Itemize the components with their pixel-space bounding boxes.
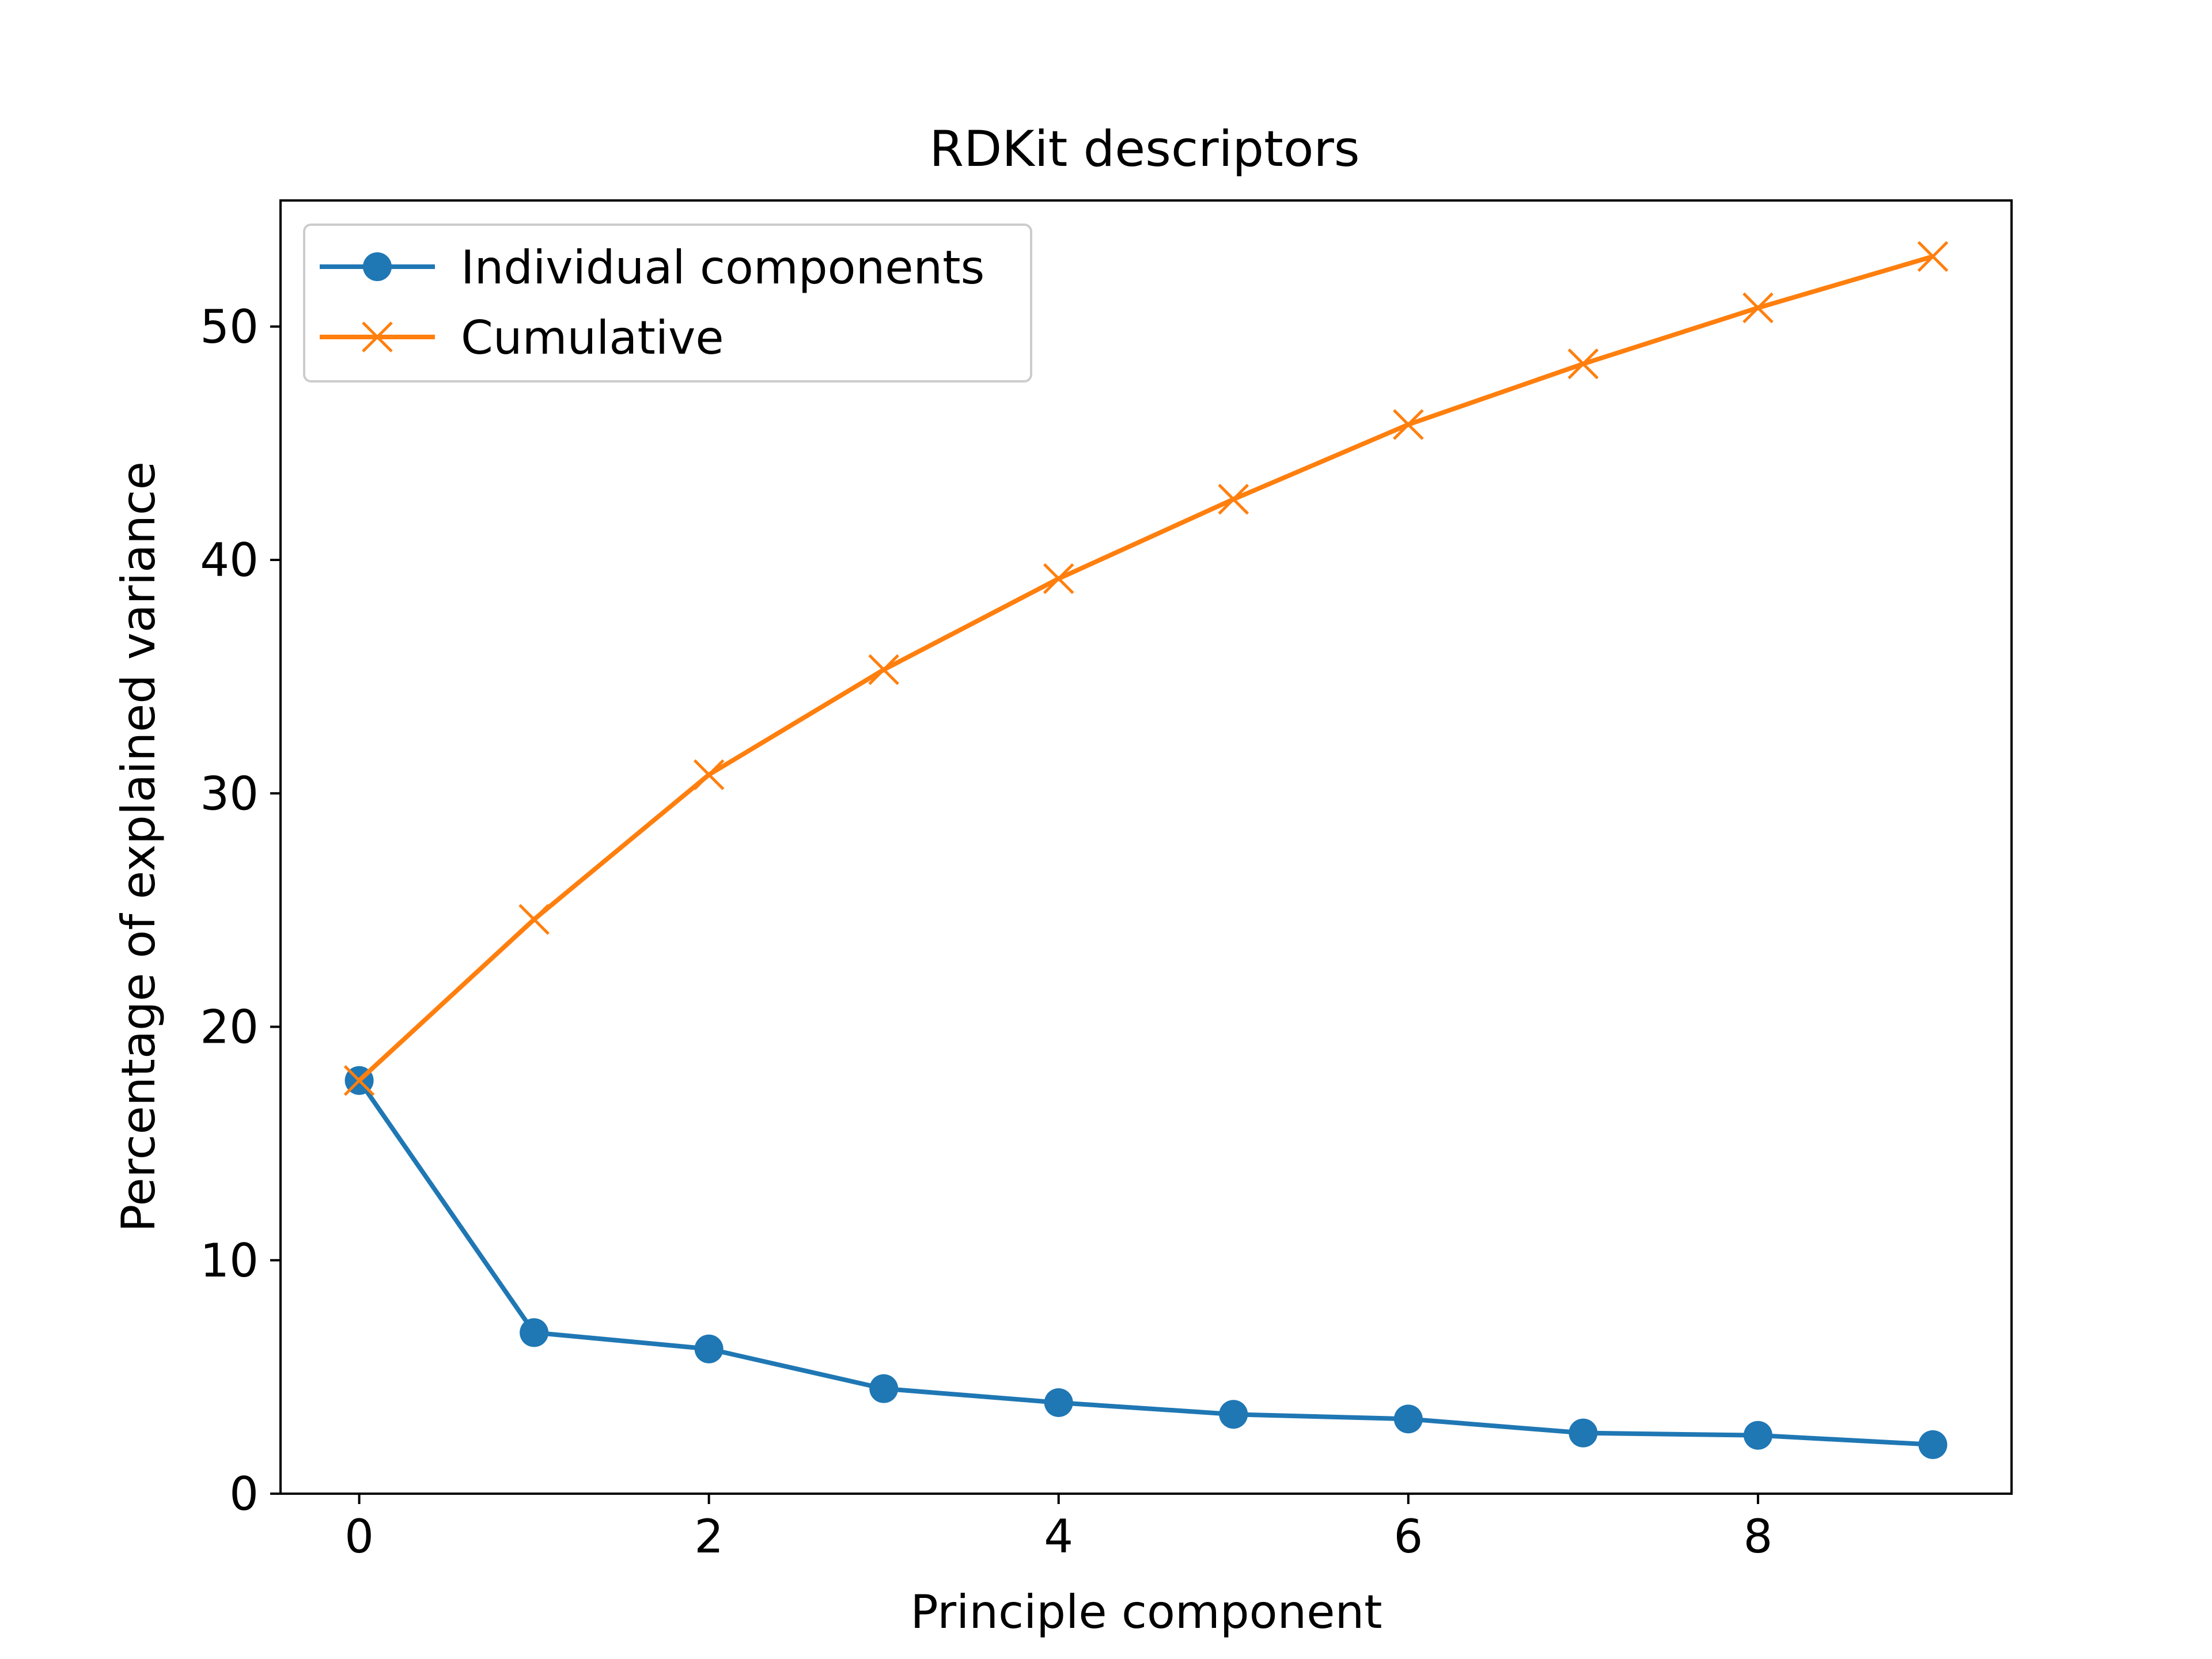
legend-marker-x xyxy=(362,321,393,353)
series-line-cumulative xyxy=(357,254,1934,1082)
data-point xyxy=(869,1374,899,1403)
x-tick-label: 0 xyxy=(344,1510,374,1563)
legend-label-individual-components: Individual components xyxy=(461,241,984,294)
data-point xyxy=(1743,292,1774,324)
legend-marker-circle xyxy=(363,252,392,281)
data-point xyxy=(1393,1404,1423,1434)
data-point xyxy=(694,1334,724,1363)
y-axis-label: Percentage of explained variance xyxy=(112,461,165,1232)
x-axis-ticks: 0 2 4 6 8 xyxy=(344,1494,1772,1563)
data-point xyxy=(1043,563,1074,594)
x-tick-label: 2 xyxy=(694,1510,724,1563)
data-point xyxy=(1218,483,1249,515)
legend: Individual components Cumulative xyxy=(303,224,1032,382)
x-tick-label: 4 xyxy=(1044,1510,1073,1563)
data-point xyxy=(1044,1388,1073,1417)
y-tick-label: 10 xyxy=(200,1234,259,1287)
legend-box xyxy=(303,224,1032,382)
data-point xyxy=(1569,1418,1598,1448)
data-point xyxy=(520,1318,549,1347)
plot-frame xyxy=(279,199,2013,1495)
series-line-individual-components xyxy=(357,1079,1933,1447)
legend-label-cumulative: Cumulative xyxy=(461,311,724,365)
data-point xyxy=(1917,241,1949,272)
y-tick-label: 50 xyxy=(200,300,259,354)
data-point xyxy=(1393,409,1424,440)
x-tick-label: 6 xyxy=(1393,1510,1423,1563)
y-tick-label: 40 xyxy=(200,533,259,587)
series-layer xyxy=(343,241,1949,1459)
data-point xyxy=(1918,1430,1948,1459)
y-tick-label: 20 xyxy=(200,1001,259,1054)
data-point xyxy=(1743,1421,1772,1450)
chart-title: RDKit descriptors xyxy=(929,120,1359,178)
data-point xyxy=(518,904,550,935)
data-point xyxy=(1219,1400,1248,1429)
x-axis-label: Principle component xyxy=(910,1585,1382,1639)
data-point xyxy=(693,759,725,790)
data-point xyxy=(1567,348,1599,380)
y-axis-ticks: 0 10 20 30 40 50 xyxy=(200,300,281,1521)
y-tick-label: 30 xyxy=(200,767,259,820)
data-point xyxy=(343,1065,375,1096)
y-tick-label: 0 xyxy=(229,1467,259,1521)
series-cumulative xyxy=(343,241,1949,1096)
data-point xyxy=(868,654,899,685)
x-tick-label: 8 xyxy=(1743,1510,1772,1563)
